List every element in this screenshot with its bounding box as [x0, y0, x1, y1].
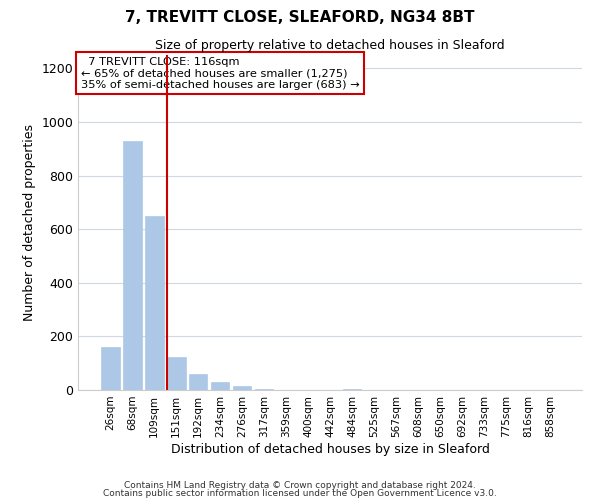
- Text: Contains HM Land Registry data © Crown copyright and database right 2024.: Contains HM Land Registry data © Crown c…: [124, 481, 476, 490]
- Bar: [123, 141, 142, 390]
- X-axis label: Distribution of detached houses by size in Sleaford: Distribution of detached houses by size …: [170, 442, 490, 456]
- Text: 7, TREVITT CLOSE, SLEAFORD, NG34 8BT: 7, TREVITT CLOSE, SLEAFORD, NG34 8BT: [125, 10, 475, 25]
- Bar: [211, 382, 229, 390]
- Title: Size of property relative to detached houses in Sleaford: Size of property relative to detached ho…: [155, 40, 505, 52]
- Bar: [101, 347, 119, 390]
- Bar: [167, 356, 185, 390]
- Text: 7 TREVITT CLOSE: 116sqm
← 65% of detached houses are smaller (1,275)
35% of semi: 7 TREVITT CLOSE: 116sqm ← 65% of detache…: [80, 56, 359, 90]
- Bar: [189, 374, 208, 390]
- Bar: [233, 386, 251, 390]
- Y-axis label: Number of detached properties: Number of detached properties: [23, 124, 36, 321]
- Bar: [343, 388, 361, 390]
- Bar: [255, 388, 274, 390]
- Bar: [145, 216, 164, 390]
- Text: Contains public sector information licensed under the Open Government Licence v3: Contains public sector information licen…: [103, 488, 497, 498]
